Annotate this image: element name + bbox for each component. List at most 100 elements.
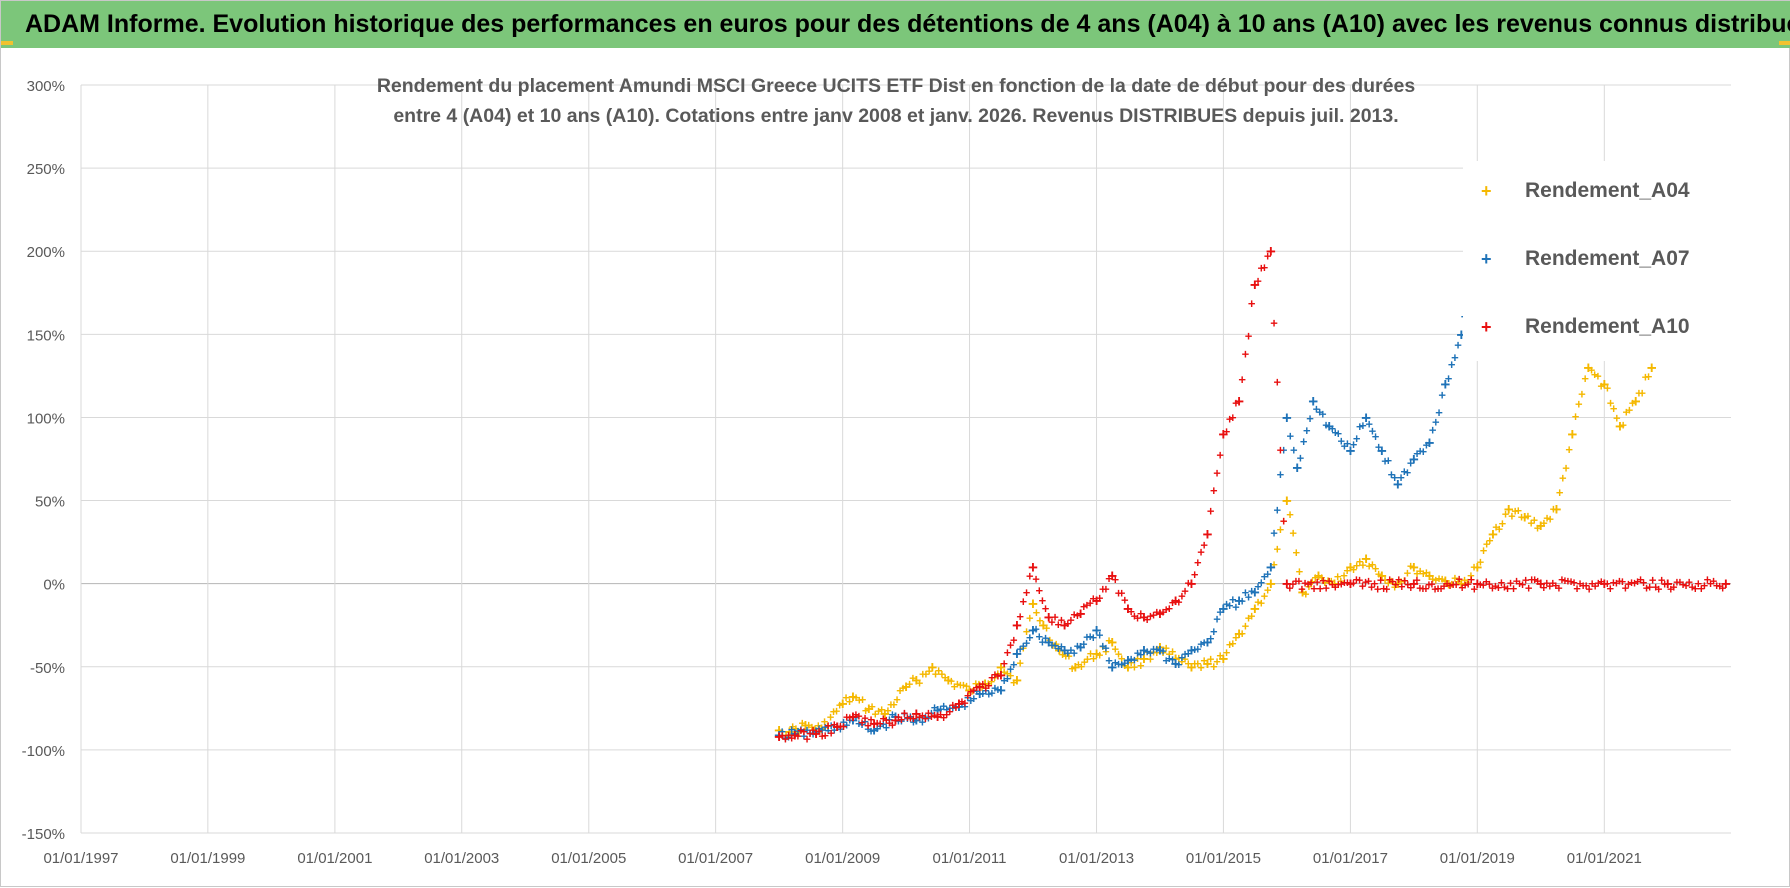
chart-title: Rendement du placement Amundi MSCI Greec… <box>331 71 1461 131</box>
data-point: + <box>911 711 921 730</box>
data-point-dense: + <box>1181 652 1189 667</box>
y-tick-label: 250% <box>27 161 65 178</box>
data-point-dense: + <box>1223 645 1231 660</box>
data-point: + <box>1186 658 1196 677</box>
data-point-dense: + <box>1445 371 1453 386</box>
data-point-dense: + <box>1353 558 1361 573</box>
data-point-dense: + <box>1036 613 1044 628</box>
data-point-dense: + <box>1429 571 1437 586</box>
data-point: + <box>1292 458 1302 477</box>
data-point-dense: + <box>1210 483 1218 498</box>
data-point-dense: + <box>1661 576 1669 591</box>
data-point-dense: + <box>938 667 946 682</box>
data-point-dense: + <box>985 676 993 691</box>
data-point-dense: + <box>778 724 786 739</box>
data-point-dense: + <box>1455 572 1463 587</box>
data-point-dense: + <box>1084 651 1092 666</box>
data-point-dense: + <box>1232 599 1240 614</box>
data-point-dense: + <box>800 724 808 739</box>
data-point-dense: + <box>837 722 845 737</box>
data-point-dense: + <box>1372 561 1380 576</box>
data-point-dense: + <box>910 715 918 730</box>
data-point-dense: + <box>1264 249 1272 264</box>
data-point-dense: + <box>1499 516 1507 531</box>
data-point-dense: + <box>1039 593 1047 608</box>
data-point: + <box>1536 575 1546 594</box>
data-point-dense: + <box>1200 538 1208 553</box>
data-point-dense: + <box>1007 638 1015 653</box>
data-point: + <box>1060 641 1070 660</box>
data-point-dense: + <box>1334 569 1342 584</box>
data-point-dense: + <box>827 710 835 725</box>
data-point-dense: + <box>1191 567 1199 582</box>
data-point-dense: + <box>928 705 936 720</box>
data-point-dense: + <box>1159 644 1167 659</box>
data-point-dense: + <box>788 731 796 746</box>
data-point-dense: + <box>1643 580 1651 595</box>
corner-mark-left <box>1 41 13 45</box>
data-point-dense: + <box>1451 350 1459 365</box>
data-point: + <box>838 694 848 713</box>
data-point-dense: + <box>1277 443 1285 458</box>
data-point: + <box>880 704 890 723</box>
data-point-dense: + <box>1181 647 1189 662</box>
data-point-dense: + <box>1572 409 1580 424</box>
data-point-dense: + <box>1286 581 1294 596</box>
data-point: + <box>1324 417 1334 436</box>
data-point-dense: + <box>1305 579 1313 594</box>
data-point-dense: + <box>1181 584 1189 599</box>
data-point-dense: + <box>1419 566 1427 581</box>
data-point-dense: + <box>1389 574 1397 589</box>
data-point: + <box>1202 654 1212 673</box>
data-point-dense: + <box>1175 657 1183 672</box>
data-point: + <box>1631 392 1641 411</box>
data-point: + <box>1361 408 1371 427</box>
data-point: + <box>1361 550 1371 569</box>
data-point-dense: + <box>1432 414 1440 429</box>
data-point-dense: + <box>1341 575 1349 590</box>
data-point: + <box>811 723 821 742</box>
data-point-dense: + <box>970 691 978 706</box>
data-point: + <box>980 674 990 693</box>
data-point-dense: + <box>1115 585 1123 600</box>
data-point: + <box>1202 525 1212 544</box>
data-point-dense: + <box>1531 572 1539 587</box>
data-point-dense: + <box>1207 652 1215 667</box>
x-axis-ticks: 01/01/1997 01/01/1999 01/01/2001 01/01/2003… <box>43 850 1641 867</box>
data-point-dense: + <box>1448 357 1456 372</box>
data-point-dense: + <box>931 700 939 715</box>
data-point-dense: + <box>792 721 800 736</box>
x-tick-label: 01/01/2013 <box>1059 850 1134 867</box>
data-point-dense: + <box>1302 586 1310 601</box>
data-point: + <box>1107 633 1117 652</box>
data-point-dense: + <box>1667 582 1675 597</box>
data-point-dense: + <box>1581 371 1589 386</box>
data-point-dense: + <box>1290 443 1298 458</box>
data-point: + <box>996 666 1006 685</box>
data-point-dense: + <box>946 700 954 715</box>
data-point-dense: + <box>1059 647 1067 662</box>
x-tick-label: 01/01/2017 <box>1313 850 1388 867</box>
data-point: + <box>1171 591 1181 610</box>
data-point-dense: + <box>904 711 912 726</box>
data-point-dense: + <box>1065 649 1073 664</box>
x-tick-label: 01/01/2015 <box>1186 850 1261 867</box>
series-Rendement_A10: ++++++++++++++++++++++++++++++++++++++++… <box>774 242 1731 746</box>
data-point-dense: + <box>1054 617 1062 632</box>
data-point-dense: + <box>795 725 803 740</box>
data-point-dense: + <box>952 699 960 714</box>
data-point: + <box>1070 658 1080 677</box>
data-point-dense: + <box>1150 608 1158 623</box>
data-point-dense: + <box>919 714 927 729</box>
data-point-dense: + <box>818 728 826 743</box>
data-marks: ++++++++++++++++++++++++++++++++++++++++… <box>774 176 1731 747</box>
y-tick-label: 50% <box>35 494 65 511</box>
data-point-dense: + <box>1010 675 1018 690</box>
data-point-dense: + <box>1086 596 1094 611</box>
data-point: + <box>1076 605 1086 624</box>
data-point-dense: + <box>1197 660 1205 675</box>
data-point-dense: + <box>1350 437 1358 452</box>
y-tick-label: -100% <box>22 743 65 760</box>
data-point-dense: + <box>1229 636 1237 651</box>
data-point-dense: + <box>1534 520 1542 535</box>
